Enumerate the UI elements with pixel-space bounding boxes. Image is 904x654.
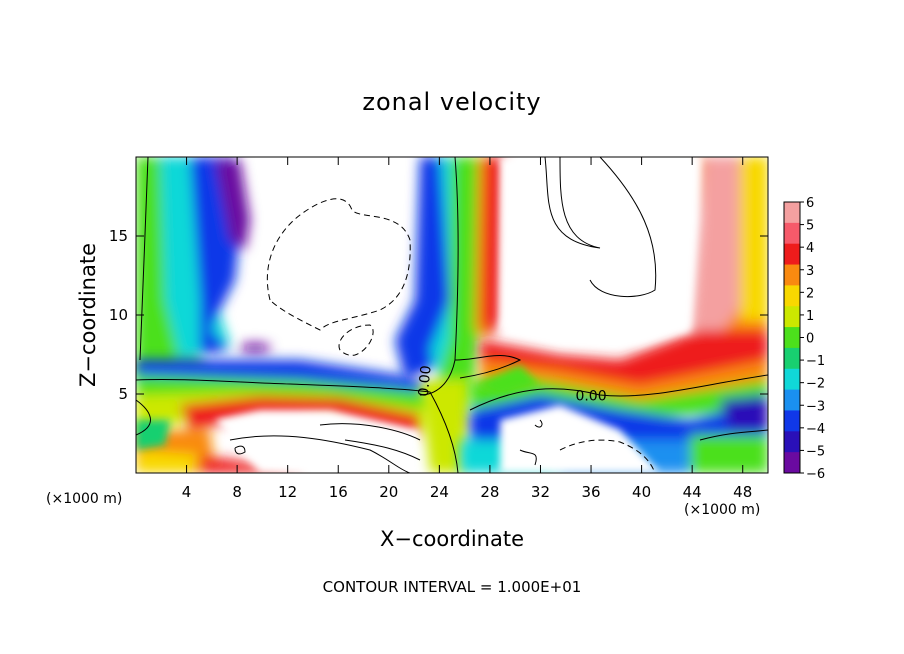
colorbar-swatch-7 (784, 347, 800, 370)
colorbar-label-8: −2 (806, 377, 825, 392)
x-tick-label-20: 20 (379, 483, 398, 501)
colorbar-swatch-5 (784, 306, 800, 328)
contour-lines (136, 157, 768, 473)
x-axis: 4 8 12 16 20 24 28 32 36 40 44 48 (182, 157, 752, 501)
x-tick-label-40: 40 (632, 483, 651, 501)
colorbar-label-2: 4 (806, 241, 814, 256)
colorbar-label-6: 0 (806, 332, 814, 347)
x-tick-label-4: 4 (182, 483, 192, 501)
colorbar-label-9: −3 (806, 399, 825, 414)
colorbar: 6 5 4 3 2 1 0 −1 −2 −3 −4 −5 −6 (783, 196, 825, 482)
x-tick-label-12: 12 (278, 483, 297, 501)
x-unit-right: (×1000 m) (684, 502, 761, 518)
x-tick-label-44: 44 (683, 483, 702, 501)
colorbar-swatch-2 (784, 243, 800, 266)
colorbar-swatch-6 (784, 327, 800, 349)
contour-label-0: 0.00 (416, 365, 435, 397)
x-axis-label: X−coordinate (380, 527, 524, 551)
colorbar-swatch-12 (784, 452, 800, 474)
x-tick-label-28: 28 (480, 483, 499, 501)
contour-interval-note: CONTOUR INTERVAL = 1.000E+01 (322, 578, 582, 596)
y-axis: 5 10 15 (109, 227, 768, 403)
dashed-contour-lines (266, 198, 656, 473)
colorbar-label-10: −4 (806, 422, 825, 437)
colorbar-swatch-3 (784, 264, 800, 286)
chart-title: zonal velocity (362, 88, 542, 116)
colorbar-label-3: 3 (806, 264, 814, 279)
colorbar-label-12: −6 (806, 467, 825, 482)
colorbar-swatch-0 (784, 202, 800, 224)
colorbar-swatch-9 (784, 389, 800, 411)
colorbar-swatch-10 (784, 410, 800, 432)
y-tick-label-5: 5 (118, 385, 128, 403)
x-tick-label-36: 36 (581, 483, 600, 501)
contour-labels: 0.00 0.00 (416, 365, 607, 405)
contour-label-1: 0.00 (575, 388, 606, 404)
y-tick-label-10: 10 (109, 306, 128, 324)
colorbar-label-5: 1 (806, 309, 814, 324)
y-tick-label-15: 15 (109, 227, 128, 245)
colorbar-swatch-1 (784, 222, 800, 245)
colorbar-label-0: 6 (806, 196, 814, 211)
colorbar-swatch-8 (784, 368, 800, 391)
heatmap-field (136, 157, 768, 473)
x-tick-label-16: 16 (329, 483, 348, 501)
x-tick-label-8: 8 (232, 483, 242, 501)
colorbar-label-1: 5 (806, 219, 814, 234)
x-tick-label-32: 32 (531, 483, 550, 501)
colorbar-label-7: −1 (806, 354, 825, 369)
colorbar-swatch-11 (784, 431, 800, 453)
x-tick-label-24: 24 (430, 483, 449, 501)
colorbar-label-11: −5 (806, 444, 825, 459)
colorbar-label-4: 2 (806, 286, 814, 301)
x-unit-left: (×1000 m) (46, 491, 123, 507)
colorbar-swatch-4 (784, 285, 800, 307)
x-tick-label-48: 48 (733, 483, 752, 501)
